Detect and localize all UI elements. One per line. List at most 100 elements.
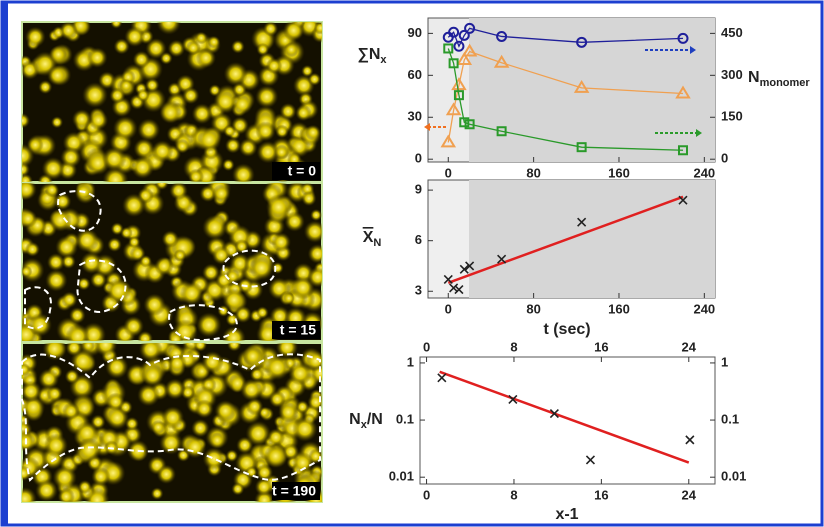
blob — [174, 249, 186, 261]
x-axis-label: t (sec) — [543, 321, 590, 338]
blob — [231, 482, 244, 495]
blob — [156, 10, 181, 35]
blob — [196, 312, 221, 337]
blob — [15, 113, 30, 128]
blob — [232, 94, 253, 115]
blob — [131, 156, 154, 179]
y2-tick-label: 150 — [721, 109, 743, 124]
y-tick-label: 1 — [407, 354, 414, 369]
blob — [264, 444, 287, 467]
blob — [184, 436, 207, 459]
blob — [305, 125, 321, 141]
blob — [120, 227, 132, 239]
x-tick-label: 16 — [594, 487, 608, 502]
blob — [202, 215, 227, 240]
blob — [20, 265, 32, 277]
blob — [69, 307, 86, 324]
y-tick-label: 0 — [415, 151, 422, 166]
blob — [13, 487, 37, 511]
y-tick-label: 3 — [415, 283, 422, 298]
blob — [195, 399, 214, 418]
plot-area — [420, 357, 715, 484]
blob — [275, 125, 289, 139]
blob — [295, 105, 311, 121]
blob — [307, 394, 324, 411]
blob — [240, 378, 263, 401]
blob — [59, 21, 78, 40]
blob — [283, 292, 295, 304]
y-tick-label: 6 — [415, 232, 422, 247]
x-tick-label: 240 — [693, 165, 715, 180]
micrographs: t = 0t = 15t = 190 — [10, 10, 329, 512]
blob — [225, 137, 241, 153]
blob — [202, 447, 225, 470]
blob — [239, 138, 258, 157]
blob — [292, 416, 318, 442]
blob — [82, 82, 108, 108]
y-label-main: N — [349, 411, 361, 428]
y2-label-main: N — [748, 69, 760, 86]
blob — [160, 52, 173, 65]
blob — [119, 79, 133, 93]
blob — [151, 487, 164, 500]
y-tick-label: 9 — [415, 182, 422, 197]
figure: t = 0t = 15t = 190 080160240030609001503… — [0, 0, 824, 527]
y2-tick-label: 450 — [721, 25, 743, 40]
blob — [45, 269, 67, 291]
blob — [122, 193, 146, 217]
blob — [255, 478, 273, 496]
y2-tick-label: 300 — [721, 67, 743, 82]
y-axis-label: Nx/N — [349, 411, 383, 431]
blob — [61, 292, 77, 308]
blob — [25, 242, 40, 257]
blob — [77, 277, 90, 290]
blob — [283, 20, 305, 42]
y-tick-label: 0.1 — [396, 411, 414, 426]
blob — [192, 103, 213, 124]
y2-tick-label: 0 — [721, 151, 728, 166]
blob — [151, 140, 173, 162]
blob — [28, 313, 52, 337]
x2-tick-label: 24 — [682, 339, 697, 354]
blob — [110, 17, 122, 29]
blob — [223, 125, 236, 138]
blob — [25, 27, 46, 48]
blob — [263, 21, 278, 36]
blob — [208, 36, 221, 49]
blob — [182, 87, 199, 104]
blob — [266, 194, 292, 220]
blob — [91, 467, 110, 486]
y-tick-label: 60 — [408, 67, 422, 82]
blob — [141, 364, 164, 387]
blob — [113, 116, 138, 141]
x-tick-label: 8 — [510, 487, 517, 502]
y-axis-label: ∑Nx — [357, 46, 387, 66]
panel-label: t = 15 — [280, 322, 316, 338]
blob — [274, 145, 289, 160]
blob — [197, 128, 221, 152]
y2-label-sub: monomer — [760, 77, 811, 89]
blob — [139, 255, 152, 268]
y2-tick-label: 0.01 — [721, 469, 746, 484]
blob — [314, 21, 327, 34]
y-axis-label: XN — [363, 229, 382, 249]
blob — [65, 369, 80, 384]
x-tick-label: 0 — [423, 487, 430, 502]
blob — [186, 40, 201, 55]
blob — [214, 400, 236, 422]
blob — [164, 378, 185, 399]
x-axis-label: x-1 — [555, 506, 578, 523]
blob — [137, 384, 160, 407]
blob — [175, 139, 190, 154]
blob — [169, 181, 188, 200]
blob — [106, 278, 131, 303]
blob — [201, 351, 223, 373]
x-tick-label: 0 — [445, 165, 452, 180]
blob — [78, 480, 92, 494]
blob — [288, 362, 312, 386]
y-label-main: X — [363, 229, 374, 246]
x-tick-label: 240 — [693, 301, 715, 316]
blob — [124, 26, 145, 47]
blob — [87, 47, 108, 68]
blob — [27, 137, 43, 153]
